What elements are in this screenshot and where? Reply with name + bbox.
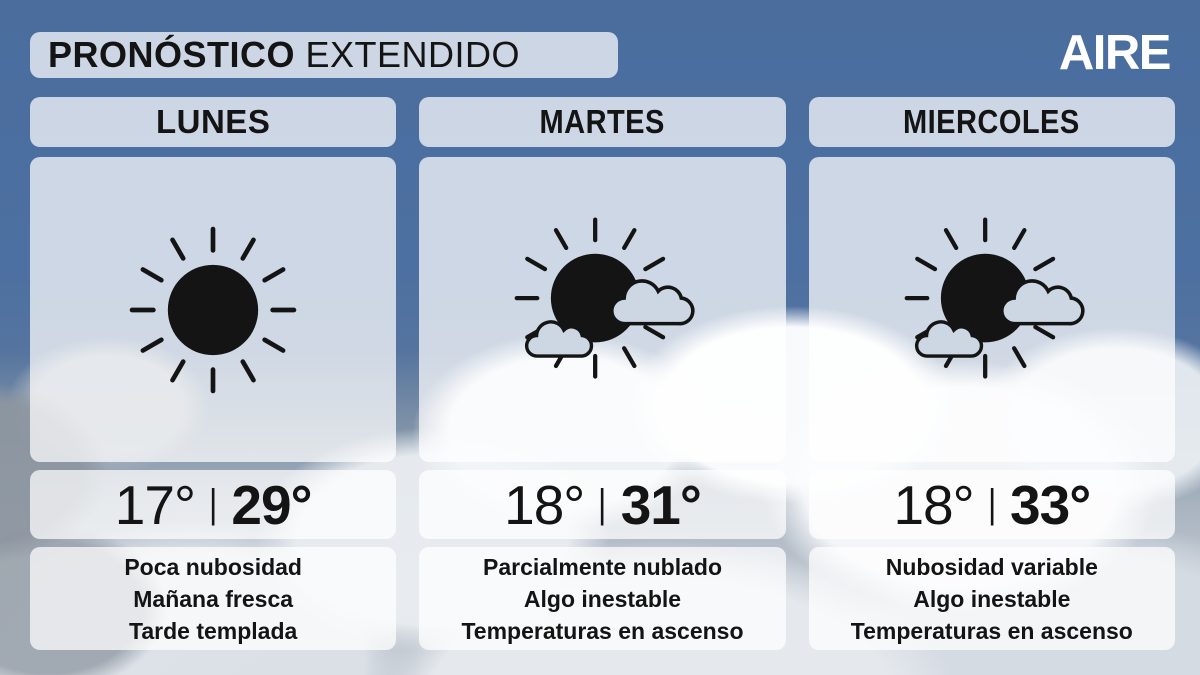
day-label: LUNES (155, 103, 271, 140)
description-line: Nubosidad variable (885, 553, 1098, 580)
temp-max: 33° (1010, 473, 1091, 536)
brand-logo: AIRE (1058, 26, 1172, 80)
description-line: Algo inestable (913, 585, 1071, 612)
description-line: Mañana fresca (133, 585, 294, 612)
description-line: Temperaturas en ascenso (461, 617, 744, 644)
description-line: Poca nubosidad (124, 553, 302, 580)
day-label: MIERCOLES (903, 103, 1081, 140)
temp-max: 29° (231, 473, 312, 536)
forecast-description: Parcialmente nublado Algo inestable Temp… (419, 547, 786, 650)
forecast-columns: LUNES (30, 97, 1175, 650)
temp-min: 17° (114, 473, 196, 536)
temp-separator: | (209, 482, 218, 526)
description-line: Algo inestable (523, 585, 682, 612)
forecast-column-martes: MARTES (419, 97, 786, 650)
temp-min: 18° (893, 473, 974, 536)
sun-clouds-icon (904, 217, 1085, 379)
weather-icon-box (419, 157, 786, 462)
page-title-light: EXTENDIDO (295, 34, 521, 75)
temp-separator: | (598, 482, 607, 526)
temperature-box: 18° | 31° (419, 470, 786, 539)
day-label: MARTES (539, 103, 666, 140)
temperature-box: 18° | 33° (808, 470, 1175, 539)
weather-icon-box (808, 157, 1175, 462)
page-title-bold: PRONÓSTICO (48, 34, 296, 75)
forecast-column-lunes: LUNES (30, 97, 397, 650)
temp-max: 31° (620, 473, 702, 536)
temp-min: 18° (504, 473, 585, 536)
temp-separator: | (987, 482, 996, 526)
description-line: Temperaturas en ascenso (850, 617, 1133, 644)
forecast-description: Nubosidad variable Algo inestable Temper… (808, 547, 1175, 650)
sunny-icon (129, 226, 297, 393)
sun-clouds-icon (515, 217, 696, 379)
forecast-description: Poca nubosidad Mañana fresca Tarde templ… (30, 547, 397, 650)
day-header: MIERCOLES (808, 97, 1175, 147)
day-header: MARTES (419, 97, 786, 147)
description-line: Tarde templada (129, 617, 298, 644)
description-line: Parcialmente nublado (482, 553, 722, 580)
forecast-column-miercoles: MIERCOLES (808, 97, 1175, 650)
weather-icon-box (30, 157, 397, 462)
day-header: LUNES (30, 97, 397, 147)
title-box: PRONÓSTICO EXTENDIDO (30, 32, 618, 78)
temperature-box: 17° | 29° (30, 470, 397, 539)
